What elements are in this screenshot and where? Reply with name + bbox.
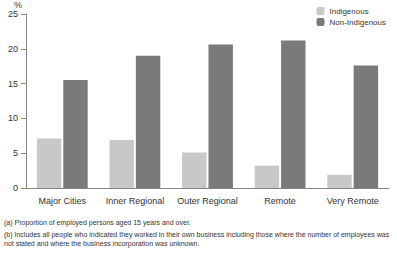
svg-text:Non-Indigenous: Non-Indigenous bbox=[330, 18, 386, 27]
svg-text:not stated and where the busin: not stated and where the business incorp… bbox=[4, 240, 199, 248]
svg-text:Outer Regional: Outer Regional bbox=[177, 196, 238, 206]
svg-text:0: 0 bbox=[13, 183, 18, 193]
svg-text:Major Cities: Major Cities bbox=[39, 196, 87, 206]
svg-text:5: 5 bbox=[13, 148, 18, 158]
svg-text:Indigenous: Indigenous bbox=[330, 7, 369, 16]
svg-text:Remote: Remote bbox=[264, 196, 296, 206]
svg-text:Inner Regional: Inner Regional bbox=[106, 196, 165, 206]
svg-text:25: 25 bbox=[8, 9, 18, 19]
svg-text:20: 20 bbox=[8, 44, 18, 54]
svg-text:(b) Includes all people who in: (b) Includes all people who indicated th… bbox=[4, 231, 391, 239]
svg-text:10: 10 bbox=[8, 113, 18, 123]
svg-text:15: 15 bbox=[8, 79, 18, 89]
svg-text:Very Remote: Very Remote bbox=[327, 196, 379, 206]
svg-text:(a) Proportion of employed per: (a) Proportion of employed persons aged … bbox=[4, 219, 191, 227]
